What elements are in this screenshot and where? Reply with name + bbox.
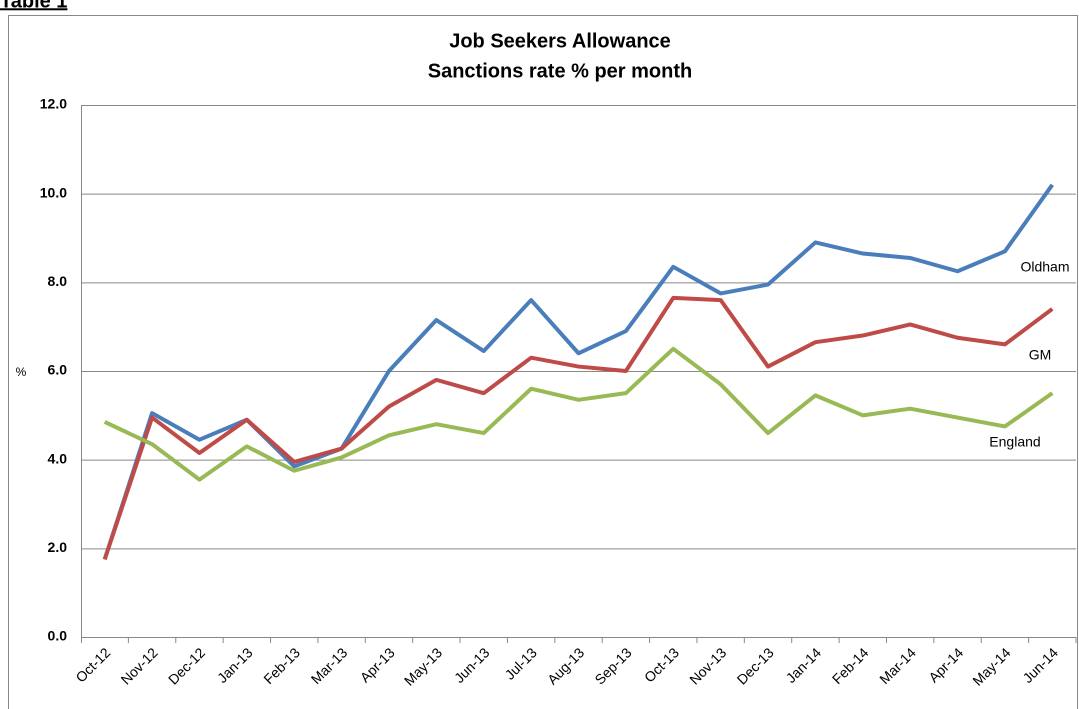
x-tick-label: Nov-12 bbox=[118, 644, 161, 687]
x-tick-label: Sep-13 bbox=[591, 644, 634, 687]
page-header: Table 1 bbox=[0, 0, 67, 12]
x-tick-label: Apr-13 bbox=[357, 644, 398, 685]
y-axis-label: % bbox=[16, 365, 27, 379]
x-tick-label: Feb-14 bbox=[829, 644, 872, 687]
x-tick-label: Apr-14 bbox=[925, 644, 966, 685]
x-tick-label: Aug-13 bbox=[544, 644, 587, 687]
x-tick-label: Jun-14 bbox=[1019, 644, 1061, 686]
y-tick-label: 6.0 bbox=[48, 362, 68, 378]
chart-border bbox=[8, 15, 1078, 709]
series-label: Oldham bbox=[1020, 259, 1069, 275]
x-tick-label: Nov-13 bbox=[686, 644, 729, 687]
y-tick-label: 12.0 bbox=[40, 96, 67, 112]
x-tick-label: May-14 bbox=[969, 644, 1013, 688]
y-tick-label: 2.0 bbox=[48, 539, 68, 555]
x-tick-label: Jun-13 bbox=[451, 644, 493, 686]
y-tick-label: 8.0 bbox=[48, 273, 68, 289]
x-tick-label: May-13 bbox=[401, 644, 445, 688]
x-tick-label: Dec-13 bbox=[734, 644, 777, 687]
x-tick-label: Feb-13 bbox=[260, 644, 303, 687]
series-line bbox=[102, 295, 1054, 561]
chart-title: Job Seekers Allowance bbox=[449, 30, 671, 52]
chart-subtitle: Sanctions rate % per month bbox=[428, 60, 693, 82]
y-tick-label: 0.0 bbox=[48, 628, 68, 644]
series-label: GM bbox=[1029, 347, 1052, 363]
series-label: England bbox=[989, 434, 1040, 450]
x-tick-label: Mar-13 bbox=[308, 644, 351, 687]
x-tick-label: Jan-14 bbox=[783, 644, 825, 686]
x-tick-label: Jul-13 bbox=[502, 644, 540, 682]
y-tick-label: 4.0 bbox=[48, 450, 68, 466]
x-tick-label: Jan-13 bbox=[214, 644, 256, 686]
x-tick-label: Mar-14 bbox=[876, 644, 919, 687]
x-tick-label: Oct-12 bbox=[72, 644, 113, 685]
x-tick-label: Oct-13 bbox=[641, 644, 682, 685]
series-line bbox=[103, 346, 1054, 482]
x-tick-label: Dec-12 bbox=[165, 644, 208, 687]
series-line bbox=[102, 183, 1054, 561]
y-tick-label: 10.0 bbox=[40, 184, 67, 200]
